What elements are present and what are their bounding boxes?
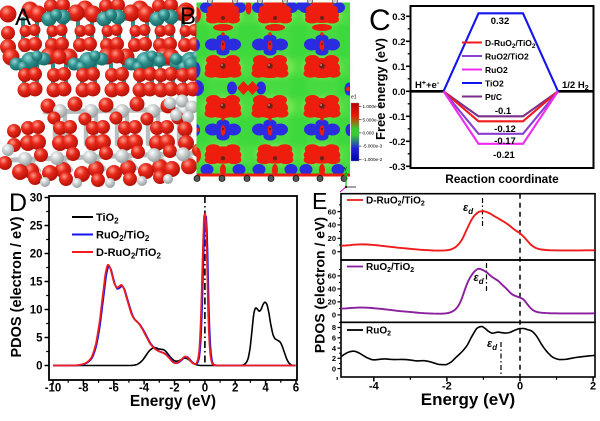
svg-text:2: 2: [590, 381, 596, 393]
svg-text:-8: -8: [78, 383, 89, 395]
svg-text:5: 5: [36, 333, 43, 345]
svg-text:0: 0: [36, 361, 42, 373]
svg-text:20: 20: [328, 298, 336, 307]
svg-text:0.32: 0.32: [491, 16, 510, 27]
svg-text:PDOS (electron / eV): PDOS (electron / eV): [312, 217, 328, 353]
svg-text:-2: -2: [442, 381, 452, 393]
svg-text:-0.3: -0.3: [389, 162, 405, 173]
svg-text:5.000e-3: 5.000e-3: [363, 117, 382, 122]
svg-text:B: B: [180, 3, 196, 30]
svg-text:Y: Y: [344, 167, 348, 173]
svg-text:0.000: 0.000: [363, 131, 375, 136]
svg-text:D-RuO2/TiO2: D-RuO2/TiO2: [485, 38, 536, 50]
svg-text:0: 0: [332, 311, 336, 320]
svg-text:-0.2: -0.2: [389, 137, 405, 148]
svg-text:60: 60: [328, 272, 336, 281]
svg-text:RuO2/TiO2: RuO2/TiO2: [96, 230, 150, 244]
svg-text:RuO2/TiO2: RuO2/TiO2: [366, 262, 414, 274]
svg-text:15: 15: [30, 277, 43, 289]
svg-text:0: 0: [332, 247, 336, 256]
svg-text:2: 2: [232, 383, 238, 395]
svg-text:1/2 H2: 1/2 H2: [562, 80, 589, 92]
svg-text:-6: -6: [109, 383, 119, 395]
svg-text:Energy (eV): Energy (eV): [130, 393, 216, 410]
svg-text:εd: εd: [463, 202, 474, 216]
svg-text:-10: -10: [45, 383, 62, 395]
svg-text:D: D: [9, 189, 27, 217]
svg-text:4: 4: [262, 383, 269, 395]
svg-text:e1: e1: [351, 95, 357, 101]
svg-text:1.000e-2: 1.000e-2: [363, 104, 382, 109]
svg-text:-4: -4: [369, 381, 380, 393]
svg-text:20: 20: [30, 249, 43, 261]
svg-text:-0.21: -0.21: [493, 150, 515, 161]
svg-text:εd: εd: [487, 338, 498, 352]
svg-text:30: 30: [30, 193, 43, 205]
svg-text:D-RuO2/TiO2: D-RuO2/TiO2: [96, 247, 161, 261]
svg-text:0.3: 0.3: [392, 12, 405, 23]
svg-text:2: 2: [332, 354, 336, 363]
svg-text:RuO2: RuO2: [485, 65, 508, 75]
svg-text:6: 6: [293, 383, 299, 395]
svg-text:6: 6: [332, 334, 336, 343]
svg-text:-0.1: -0.1: [495, 106, 512, 117]
svg-text:C: C: [369, 4, 391, 37]
svg-text:E: E: [312, 188, 327, 214]
svg-text:-2: -2: [169, 383, 179, 395]
svg-text:25: 25: [30, 221, 43, 233]
svg-text:0: 0: [202, 383, 208, 395]
svg-text:0: 0: [517, 381, 523, 393]
svg-text:A: A: [15, 4, 31, 31]
svg-text:D-RuO2/TiO2: D-RuO2/TiO2: [366, 196, 425, 208]
svg-text:8: 8: [332, 323, 336, 332]
svg-text:0: 0: [332, 364, 336, 373]
svg-text:-5.000e-3: -5.000e-3: [363, 144, 383, 149]
svg-text:TiO2: TiO2: [485, 78, 504, 88]
svg-text:0.1: 0.1: [392, 62, 406, 73]
svg-text:40: 40: [328, 285, 336, 294]
svg-text:-1.000e-2: -1.000e-2: [363, 157, 383, 162]
svg-text:Free energy (eV): Free energy (eV): [373, 38, 388, 140]
svg-text:60: 60: [328, 207, 336, 216]
svg-text:PDOS (electron / eV): PDOS (electron / eV): [9, 216, 25, 357]
svg-text:4: 4: [332, 344, 337, 353]
svg-text:-0.12: -0.12: [494, 124, 516, 135]
svg-text:10: 10: [30, 305, 43, 317]
svg-text:Pt/C: Pt/C: [485, 92, 502, 102]
svg-text:TiO2: TiO2: [96, 212, 119, 226]
svg-text:-4: -4: [139, 383, 150, 395]
svg-text:Energy (eV): Energy (eV): [421, 390, 515, 409]
svg-text:-0.1: -0.1: [389, 112, 406, 123]
svg-text:H++e-: H++e-: [415, 80, 440, 91]
svg-text:RuO2/TiO2: RuO2/TiO2: [485, 51, 529, 61]
svg-text:RuO2: RuO2: [366, 326, 391, 338]
svg-text:0.2: 0.2: [392, 37, 405, 48]
svg-text:Reaction coordinate: Reaction coordinate: [445, 172, 559, 186]
svg-text:-0.17: -0.17: [494, 136, 516, 147]
svg-text:0.0: 0.0: [392, 87, 405, 98]
svg-text:20: 20: [328, 234, 336, 243]
svg-text:40: 40: [328, 221, 336, 230]
svg-text:εd: εd: [474, 272, 485, 286]
